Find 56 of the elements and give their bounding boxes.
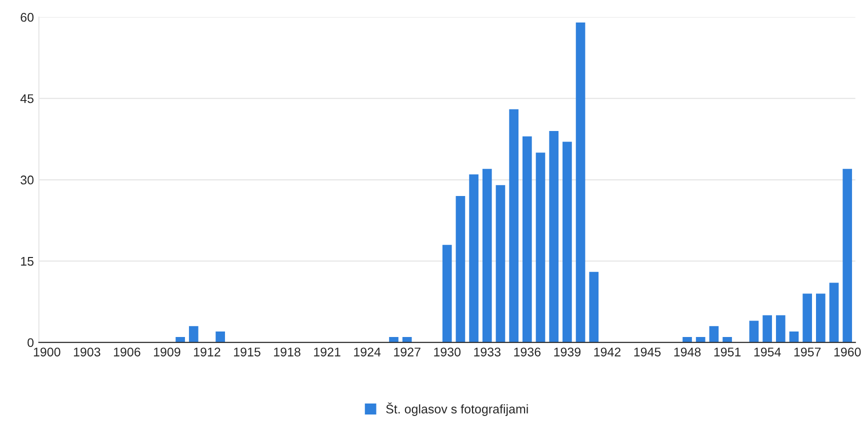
bar bbox=[482, 168, 492, 342]
x-tick-label: 1942 bbox=[594, 348, 620, 356]
bar bbox=[188, 326, 198, 342]
bar bbox=[442, 244, 452, 342]
x-tick-label: 1948 bbox=[674, 348, 701, 356]
x-tick-label: 1915 bbox=[234, 348, 260, 356]
bar bbox=[389, 336, 398, 342]
x-tick-label: 1933 bbox=[474, 348, 500, 356]
bar bbox=[576, 22, 586, 342]
bar bbox=[749, 320, 759, 342]
x-tick-label: 1900 bbox=[34, 348, 60, 356]
x-tick-label: 1909 bbox=[154, 348, 180, 356]
y-tick-label: 60 bbox=[20, 12, 34, 22]
bar bbox=[696, 336, 706, 342]
x-tick-label: 1945 bbox=[634, 348, 661, 356]
x-tick-label: 1939 bbox=[554, 348, 581, 356]
y-tick-label: 45 bbox=[20, 94, 34, 104]
x-tick-label: 1960 bbox=[834, 348, 861, 356]
x-tick-label: 1927 bbox=[394, 348, 420, 356]
bar bbox=[722, 336, 732, 342]
y-tick-label: 15 bbox=[21, 257, 34, 266]
x-tick-label: 1918 bbox=[274, 348, 300, 356]
y-tick-label: 0 bbox=[28, 338, 34, 348]
bar bbox=[469, 174, 478, 342]
bar bbox=[509, 109, 518, 342]
x-tick-label: 1957 bbox=[794, 348, 821, 356]
x-tick-label: 1924 bbox=[354, 348, 381, 356]
bar bbox=[816, 294, 826, 342]
bar bbox=[842, 168, 852, 342]
bar bbox=[549, 130, 559, 342]
x-tick-label: 1912 bbox=[194, 348, 220, 356]
x-tick-label: 1954 bbox=[754, 348, 781, 356]
bar bbox=[776, 315, 786, 342]
x-tick-label: 1906 bbox=[114, 348, 140, 356]
bar bbox=[496, 185, 506, 342]
bar bbox=[682, 336, 692, 342]
bar bbox=[536, 152, 546, 342]
x-tick-label: 1930 bbox=[434, 348, 461, 356]
bar bbox=[456, 196, 466, 342]
bar bbox=[802, 294, 812, 342]
bar bbox=[789, 332, 799, 342]
bar bbox=[402, 336, 412, 342]
y-tick-label: 30 bbox=[20, 176, 34, 184]
bar bbox=[522, 136, 532, 342]
bar bbox=[562, 142, 572, 342]
bar bbox=[709, 326, 719, 342]
legend-label: Št. oglasov s fotografijami bbox=[386, 402, 528, 416]
bar bbox=[762, 315, 772, 342]
x-tick-label: 1936 bbox=[514, 348, 541, 356]
bar bbox=[829, 282, 839, 342]
bar bbox=[216, 332, 225, 342]
bar bbox=[589, 272, 599, 342]
x-tick-label: 1903 bbox=[74, 348, 100, 356]
x-tick-label: 1951 bbox=[714, 348, 741, 356]
bar bbox=[176, 336, 185, 342]
x-tick-label: 1921 bbox=[314, 348, 340, 356]
